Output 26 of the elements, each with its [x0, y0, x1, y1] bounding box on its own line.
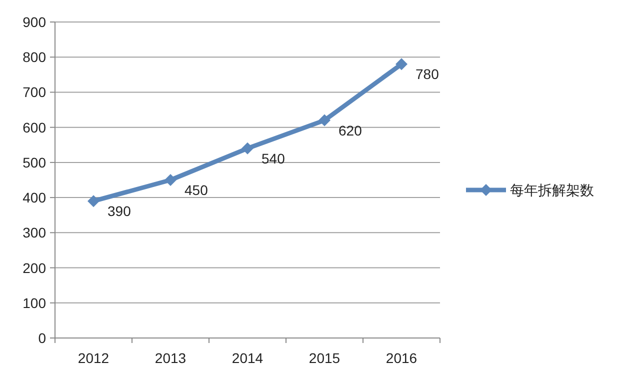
x-tick-label: 2014 — [232, 350, 264, 366]
point — [164, 174, 176, 186]
x-tick-label: 2013 — [154, 350, 186, 366]
point — [242, 142, 254, 154]
data-label: 390 — [108, 203, 132, 220]
y-tick-label: 600 — [22, 119, 46, 136]
y-tick-label: 100 — [22, 294, 46, 311]
y-tick-label: 900 — [22, 14, 46, 30]
y-tick-label: 0 — [38, 330, 46, 346]
data-label: 450 — [184, 182, 208, 198]
y-tick-label: 800 — [22, 49, 46, 66]
y-tick-label: 300 — [22, 224, 46, 241]
legend-label: 每年拆解架数 — [510, 182, 594, 198]
point — [318, 114, 330, 126]
point — [88, 195, 100, 208]
y-tick-label: 200 — [22, 260, 46, 276]
x-tick-label: 2015 — [308, 350, 340, 366]
x-tick-label: 2012 — [78, 350, 110, 366]
data-label: 620 — [338, 122, 362, 138]
y-tick-label: 700 — [22, 84, 46, 100]
x-tick-label: 2016 — [386, 350, 418, 366]
data-label: 540 — [262, 150, 286, 166]
y-tick-label: 400 — [22, 190, 46, 206]
point — [396, 58, 408, 70]
data-label: 780 — [416, 66, 440, 82]
y-tick-label: 500 — [22, 154, 46, 170]
